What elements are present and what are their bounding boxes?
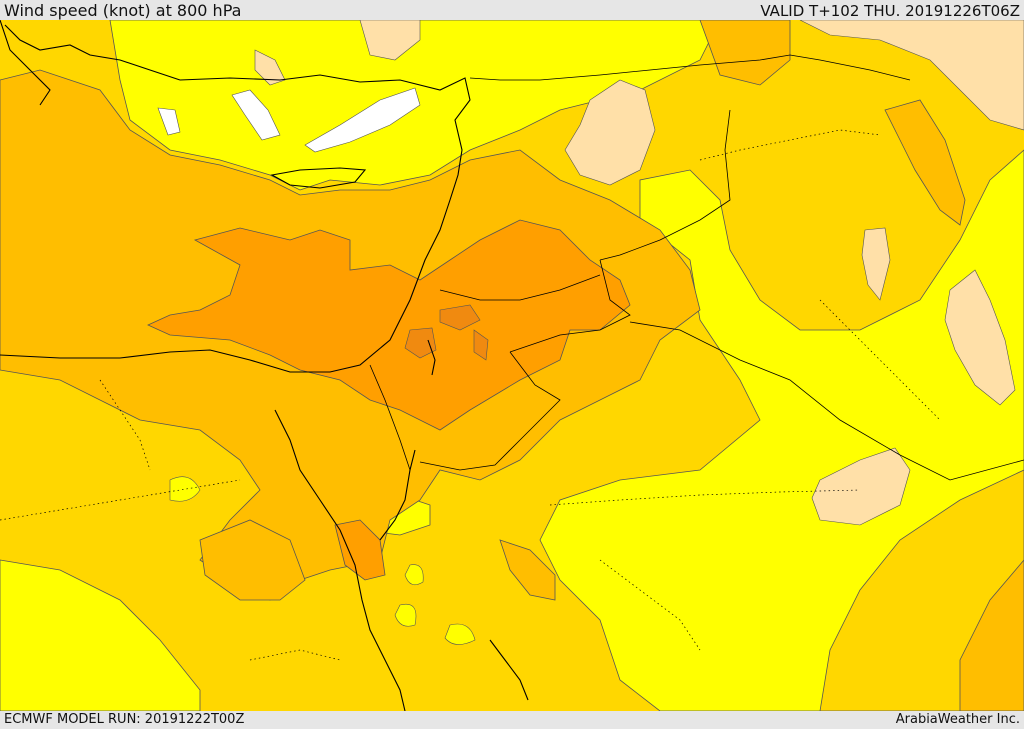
wind-band-light-patch (811, 447, 911, 526)
wind-band-light-patch (254, 49, 286, 86)
wind-band-low-islands (169, 476, 476, 645)
admin-boundaries (0, 129, 941, 661)
header-bar (0, 0, 1024, 20)
wind-band-fresh-east-strip (884, 99, 966, 226)
wind-band-fresh-sw-lobe (199, 519, 306, 601)
credit: ArabiaWeather Inc. (895, 712, 1020, 727)
wind-band-light-patch (944, 269, 1016, 406)
wind-band-light-patch (799, 20, 1024, 131)
wind-band-light-patch (359, 20, 421, 61)
map-title: Wind speed (knot) at 800 hPa (4, 1, 242, 20)
valid-time: VALID T+102 THU. 20191226T06Z (760, 2, 1020, 20)
wind-band-strong-sinai (334, 519, 386, 581)
wind-band-very-strong-patch (473, 329, 489, 361)
country-borders (369, 54, 1024, 481)
wind-speed-map (0, 20, 1024, 711)
wind-band-very-strong-patch (404, 327, 437, 359)
wind-band-strong-core (147, 219, 631, 431)
wind-band-fresh-north-strip (699, 20, 791, 86)
wind-band-fresh-redsea (499, 539, 556, 601)
wind-band-calm-patch (304, 87, 421, 153)
wind-band-light-patch (861, 227, 891, 301)
footer-bar (0, 711, 1024, 729)
wind-band-calm-patch (157, 107, 181, 136)
wind-band-low-southwest (0, 559, 201, 711)
model-run: ECMWF MODEL RUN: 20191222T00Z (4, 712, 245, 727)
coastlines (0, 20, 529, 711)
wind-band-fresh-southeast (959, 559, 1024, 711)
wind-band-calm-patch (231, 89, 281, 141)
wind-band-very-strong-patch (439, 304, 481, 331)
wind-band-light-patch (564, 79, 656, 186)
